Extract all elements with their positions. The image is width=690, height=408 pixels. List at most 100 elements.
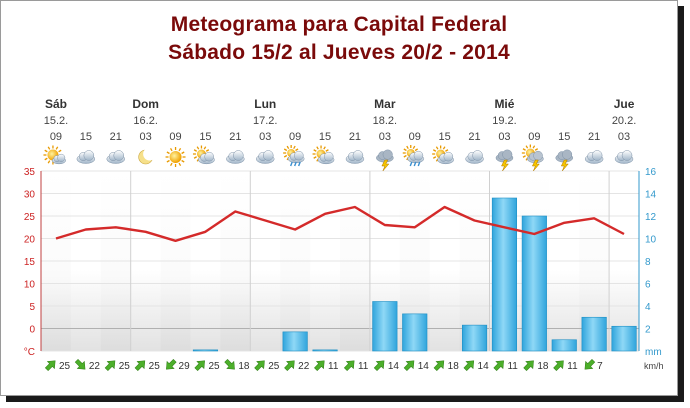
precipitation-unit-label: mm — [645, 347, 662, 358]
wind-speed-label: 25 — [59, 361, 71, 372]
wind-arrow-icon — [584, 358, 596, 370]
storm-icon — [495, 149, 514, 172]
wind-arrow-icon — [433, 360, 445, 372]
sunny-icon — [165, 147, 186, 167]
hour-label: 15 — [439, 131, 451, 143]
precipitation-bar — [312, 349, 338, 352]
precipitation-tick-label: 4 — [645, 302, 651, 313]
wind-arrow-icon — [104, 360, 116, 372]
temperature-tick-label: 25 — [24, 212, 36, 223]
cloudy-icon — [584, 150, 604, 164]
wind-arrow-icon — [314, 360, 325, 372]
hour-label: 03 — [379, 131, 391, 143]
wind-speed-label: 18 — [238, 361, 250, 372]
hour-label: 03 — [498, 131, 510, 143]
hour-label: 15 — [558, 131, 570, 143]
day-label: Dom — [132, 97, 159, 111]
wind-speed-label: 22 — [298, 361, 310, 372]
wind-speed-label: 11 — [507, 361, 518, 372]
precipitation-tick-label: 14 — [645, 190, 657, 201]
precipitation-bar — [372, 301, 398, 352]
storm-sun-icon — [521, 144, 544, 172]
wind-speed-label: 14 — [478, 361, 490, 372]
hour-label: 09 — [409, 131, 421, 143]
hour-label: 03 — [259, 131, 271, 143]
day-label: Jue — [614, 97, 635, 111]
cloudy-icon — [345, 150, 365, 164]
wind-arrow-icon — [403, 360, 415, 372]
date-label: 20.2. — [612, 115, 636, 127]
hour-label: 15 — [80, 131, 92, 143]
wind-speed-label: 14 — [418, 361, 430, 372]
temperature-unit-label: °C — [24, 347, 35, 358]
hour-label: 21 — [229, 131, 241, 143]
date-label: 18.2. — [373, 115, 397, 127]
cloudy-icon — [465, 150, 484, 164]
hour-label: 21 — [468, 131, 480, 143]
cloud-rain-sun-icon — [283, 145, 305, 167]
wind-speed-label: 25 — [119, 361, 131, 372]
moon-icon — [138, 147, 157, 165]
cloudy-icon — [226, 150, 245, 164]
wind-arrow-icon — [284, 360, 295, 372]
hour-label: 15 — [319, 131, 331, 143]
wind-arrow-icon — [194, 360, 205, 372]
precipitation-bar — [581, 316, 607, 352]
precipitation-tick-label: 8 — [645, 257, 651, 268]
wind-arrow-icon — [493, 360, 504, 372]
wind-arrow-icon — [224, 358, 235, 370]
hour-label: 15 — [199, 131, 211, 143]
precipitation-tick-label: 16 — [645, 167, 657, 178]
meteogram-chart: 35 30 25 20 15 10 5 0 °C 16 14 12 10 8 6 4 2 mm Sáb 15.2. D… — [24, 97, 664, 372]
precipitation-bar — [551, 339, 577, 352]
hour-label: 09 — [528, 131, 540, 143]
precipitation-bar — [192, 349, 219, 352]
meteogram-panel: Meteograma para Capital Federal Sábado 1… — [0, 0, 678, 396]
precipitation-bar — [402, 313, 428, 352]
wind-speed-label: 11 — [358, 361, 369, 372]
wind-speed-label: 11 — [567, 361, 578, 372]
date-label: 15.2. — [44, 115, 68, 127]
wind-arrow-icon — [553, 360, 564, 372]
chart-title: Meteograma para Capital Federal — [170, 13, 508, 36]
wind-unit-label: km/h — [644, 361, 664, 371]
precipitation-bar — [491, 197, 518, 352]
wind-speed-label: 29 — [179, 361, 191, 372]
wind-arrow-icon — [74, 358, 86, 370]
wind-speed-label: 25 — [149, 361, 161, 372]
precipitation-bar — [521, 215, 547, 352]
cloudy-icon — [76, 150, 96, 164]
cloud-rain-sun-icon — [402, 145, 425, 167]
precipitation-bar — [611, 325, 637, 352]
day-label: Mar — [374, 97, 396, 111]
wind-arrow-icon — [343, 360, 355, 372]
hour-label: 09 — [289, 131, 301, 143]
temperature-tick-label: 15 — [24, 257, 36, 268]
partly-cloudy-icon — [312, 145, 335, 165]
hour-label: 03 — [618, 131, 630, 143]
precipitation-bar — [461, 324, 488, 352]
temperature-tick-label: 5 — [29, 302, 35, 313]
day-label: Sáb — [45, 97, 67, 111]
hour-label: 09 — [50, 131, 62, 143]
temperature-line — [55, 205, 625, 243]
wind-arrow-icon — [166, 358, 177, 370]
wind-arrow-icon — [254, 360, 265, 372]
wind-speed-label: 22 — [89, 361, 101, 372]
day-label: Lun — [254, 97, 276, 111]
cloudy-icon — [256, 150, 275, 164]
hour-label: 21 — [110, 131, 122, 143]
wind-arrow-icon — [523, 360, 534, 372]
date-label: 16.2. — [133, 115, 157, 127]
temperature-tick-label: 0 — [29, 325, 35, 336]
wind-speed-label: 18 — [448, 361, 460, 372]
wind-arrow-icon — [134, 360, 146, 372]
hour-label: 21 — [588, 131, 600, 143]
precipitation-tick-label: 6 — [645, 280, 651, 291]
sunny-cloud-icon — [43, 145, 66, 165]
wind-arrow-icon — [373, 360, 385, 372]
wind-speed-label: 18 — [537, 361, 549, 372]
storm-icon — [555, 149, 574, 172]
hour-label: 03 — [140, 131, 152, 143]
partly-cloudy-icon — [432, 145, 454, 165]
